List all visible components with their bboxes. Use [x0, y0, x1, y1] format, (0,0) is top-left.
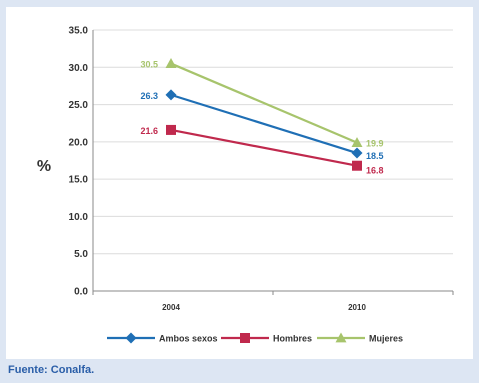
data-point	[352, 160, 362, 171]
y-tick-label: 25.0	[69, 100, 89, 111]
legend-label: Mujeres	[369, 334, 403, 344]
y-tick-label: 0.0	[74, 287, 88, 298]
series-line	[170, 128, 358, 167]
line-chart: 35.0 30.0 25.0 20.0 15.0 10.0 5.0 0.0 2004 2010% 2…	[37, 26, 454, 344]
y-tick-label: 20.0	[69, 137, 89, 148]
data-point	[166, 124, 176, 135]
data-point	[351, 137, 363, 148]
series-line	[170, 93, 358, 155]
y-tick-label: 10.0	[69, 212, 89, 223]
source-note: Fuente: Conalfa.	[8, 364, 95, 376]
data-point	[165, 58, 177, 68]
data-label: 18.5	[366, 151, 384, 161]
x-tick-label: 2010	[348, 303, 366, 312]
data-label: 26.3	[140, 91, 158, 101]
y-tick-label: 15.0	[69, 175, 89, 186]
data-label: 16.8	[366, 166, 384, 176]
legend-label: Ambos sexos	[159, 334, 218, 344]
legend-label: Hombres	[273, 334, 312, 344]
legend-marker	[240, 333, 250, 343]
y-tick-label: 35.0	[69, 26, 89, 37]
data-label: 19.9	[366, 139, 384, 149]
legend-marker	[335, 332, 347, 343]
data-label: 21.6	[140, 126, 158, 136]
data-point	[351, 147, 363, 159]
chart-panel: 35.0 30.0 25.0 20.0 15.0 10.0 5.0 0.0 2004 2010% 2…	[6, 7, 473, 359]
y-tick-label: 30.0	[69, 63, 89, 74]
series-line	[170, 62, 358, 144]
x-tick-label: 2004	[162, 303, 180, 312]
legend-marker	[125, 332, 137, 344]
y-tick-label: 5.0	[74, 249, 88, 260]
data-point	[165, 89, 177, 101]
y-axis-title: %	[37, 158, 51, 175]
data-label: 30.5	[140, 60, 158, 70]
